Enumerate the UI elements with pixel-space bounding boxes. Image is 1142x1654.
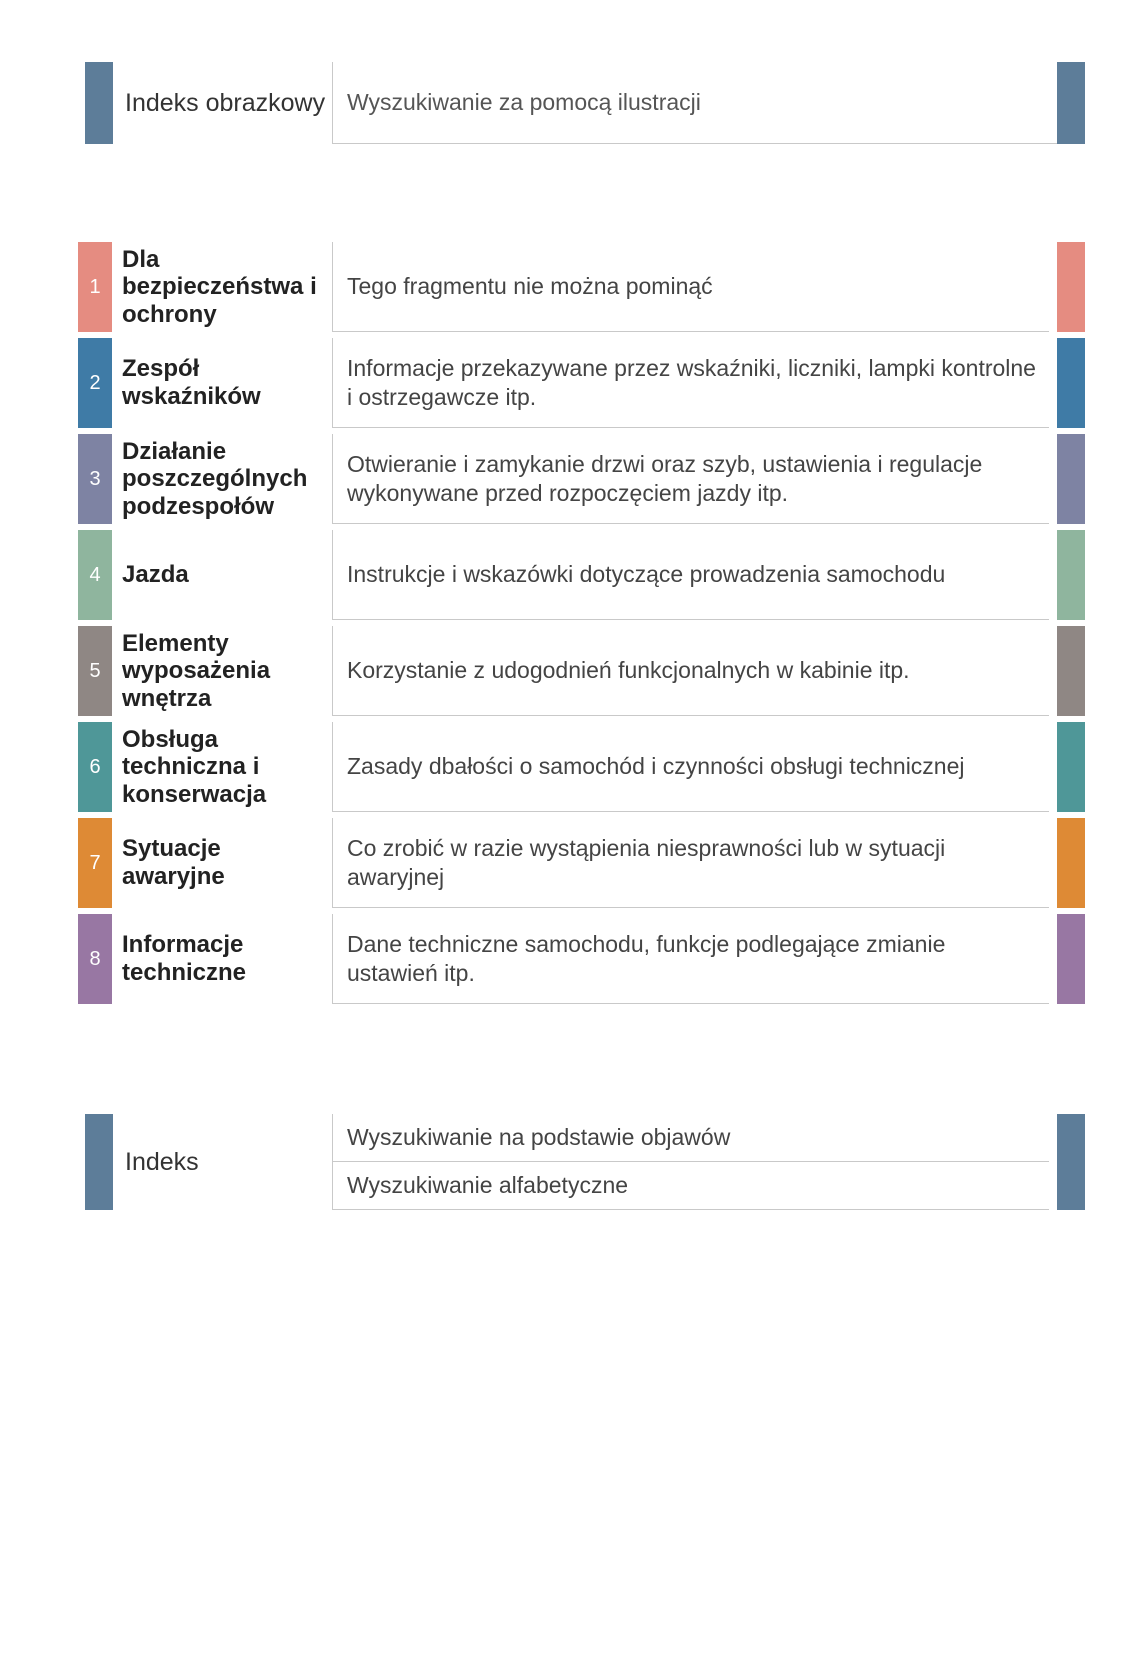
chapters: 1 Dla bezpieczeństwa i ochrony Tego fragme… [0, 242, 1142, 1004]
header-title-cell[interactable]: Indeks obrazkowy [113, 62, 333, 144]
chapter-desc: Dane techniczne samochodu, funkcje podle… [347, 930, 1039, 988]
chapter-title: Jazda [122, 561, 189, 589]
chapter-right-tab[interactable] [1057, 818, 1085, 908]
toc-page: Indeks obrazkowy Wyszukiwanie za pomocą … [0, 0, 1142, 1654]
chapter-right-tab[interactable] [1057, 530, 1085, 620]
header-desc-cell: Wyszukiwanie za pomocą ilustracji [333, 62, 1057, 144]
chapter-title: Sytuacje awaryjne [122, 835, 326, 890]
chapter-desc-cell: Zasady dbałości o samochód i czynności o… [333, 722, 1049, 812]
chapter-row-2[interactable]: 2 Zespół wskaźników Informacje przekazywan… [0, 338, 1142, 428]
chapter-row-8[interactable]: 8 Informacje techniczne Dane techniczne sa… [0, 914, 1142, 1004]
chapter-title-cell: Informacje techniczne [112, 914, 333, 1004]
chapter-title: Dla bezpieczeństwa i ochrony [122, 246, 326, 329]
chapter-num-tab: 3 [78, 434, 112, 524]
chapter-title: Obsługa techniczna i konserwacja [122, 726, 326, 809]
chapter-row-6[interactable]: 6 Obsługa techniczna i konserwacja Zasady … [0, 722, 1142, 812]
chapter-num: 4 [89, 564, 100, 587]
chapter-num-tab: 6 [78, 722, 112, 812]
index-line-1-text: Wyszukiwanie na podstawie objawów [347, 1124, 730, 1151]
chapter-desc: Informacje przekazywane przez wskaźniki,… [347, 354, 1039, 412]
header-title: Indeks obrazkowy [125, 89, 325, 118]
chapter-right-tab[interactable] [1057, 626, 1085, 716]
chapter-right-tab[interactable] [1057, 434, 1085, 524]
chapter-desc-cell: Informacje przekazywane przez wskaźniki,… [333, 338, 1049, 428]
index-right-tab-1[interactable] [1057, 1114, 1085, 1162]
chapter-title: Elementy wyposażenia wnętrza [122, 630, 326, 713]
chapter-title-cell: Dla bezpieczeństwa i ochrony [112, 242, 333, 332]
chapter-desc-cell: Tego fragmentu nie można pominąć [333, 242, 1049, 332]
index-left-block [85, 1114, 113, 1210]
chapter-row-1[interactable]: 1 Dla bezpieczeństwa i ochrony Tego fragme… [0, 242, 1142, 332]
chapter-right-tab[interactable] [1057, 242, 1085, 332]
chapter-num-tab: 1 [78, 242, 112, 332]
index-line-2[interactable]: Wyszukiwanie alfabetyczne [333, 1162, 1049, 1210]
chapter-title: Działanie poszczególnych podzespołów [122, 438, 326, 521]
chapter-desc: Tego fragmentu nie można pominąć [347, 272, 713, 301]
chapter-desc: Korzystanie z udogodnień funkcjonalnych … [347, 656, 910, 685]
chapter-row-5[interactable]: 5 Elementy wyposażenia wnętrza Korzystanie… [0, 626, 1142, 716]
chapter-num-tab: 5 [78, 626, 112, 716]
chapter-num: 5 [89, 660, 100, 683]
chapter-num-tab: 8 [78, 914, 112, 1004]
chapter-num: 2 [89, 372, 100, 395]
chapter-num-tab: 7 [78, 818, 112, 908]
chapter-title-cell: Elementy wyposażenia wnętrza [112, 626, 333, 716]
chapter-desc-cell: Korzystanie z udogodnień funkcjonalnych … [333, 626, 1049, 716]
chapter-num-tab: 4 [78, 530, 112, 620]
header-left-block [85, 62, 113, 144]
chapter-right-tab[interactable] [1057, 914, 1085, 1004]
chapter-title-cell: Obsługa techniczna i konserwacja [112, 722, 333, 812]
chapter-title-cell: Działanie poszczególnych podzespołów [112, 434, 333, 524]
chapter-num: 3 [89, 468, 100, 491]
chapter-desc-cell: Dane techniczne samochodu, funkcje podle… [333, 914, 1049, 1004]
chapter-title-cell: Jazda [112, 530, 333, 620]
chapter-row-7[interactable]: 7 Sytuacje awaryjne Co zrobić w razie wyst… [0, 818, 1142, 908]
index-line-2-text: Wyszukiwanie alfabetyczne [347, 1172, 628, 1199]
header-row: Indeks obrazkowy Wyszukiwanie za pomocą … [0, 62, 1142, 144]
chapter-desc: Co zrobić w razie wystąpienia niesprawno… [347, 834, 1039, 892]
header-desc: Wyszukiwanie za pomocą ilustracji [347, 89, 701, 116]
index-title: Indeks [125, 1148, 199, 1177]
chapter-desc-cell: Instrukcje i wskazówki dotyczące prowadz… [333, 530, 1049, 620]
chapter-num: 7 [89, 852, 100, 875]
chapter-desc: Instrukcje i wskazówki dotyczące prowadz… [347, 560, 945, 589]
index-right-tab-2[interactable] [1057, 1162, 1085, 1210]
chapter-row-4[interactable]: 4 Jazda Instrukcje i wskazówki dotyczące p… [0, 530, 1142, 620]
chapter-title: Zespół wskaźników [122, 355, 326, 410]
chapter-desc-cell: Co zrobić w razie wystąpienia niesprawno… [333, 818, 1049, 908]
chapter-num-tab: 2 [78, 338, 112, 428]
header-right-block [1057, 62, 1085, 144]
chapter-right-tab[interactable] [1057, 338, 1085, 428]
chapter-num: 8 [89, 948, 100, 971]
chapter-row-3[interactable]: 3 Działanie poszczególnych podzespołów Otw… [0, 434, 1142, 524]
chapter-num: 1 [89, 276, 100, 299]
chapter-title: Informacje techniczne [122, 931, 326, 986]
chapter-desc-cell: Otwieranie i zamykanie drzwi oraz szyb, … [333, 434, 1049, 524]
chapter-title-cell: Zespół wskaźników [112, 338, 333, 428]
chapter-title-cell: Sytuacje awaryjne [112, 818, 333, 908]
index-title-cell[interactable]: Indeks [113, 1114, 333, 1210]
chapter-num: 6 [89, 756, 100, 779]
chapter-desc: Otwieranie i zamykanie drzwi oraz szyb, … [347, 450, 1039, 508]
chapter-desc: Zasady dbałości o samochód i czynności o… [347, 752, 965, 781]
index-section: Indeks Wyszukiwanie na podstawie objawów… [0, 1114, 1142, 1210]
index-line-1[interactable]: Wyszukiwanie na podstawie objawów [333, 1114, 1049, 1162]
chapter-right-tab[interactable] [1057, 722, 1085, 812]
